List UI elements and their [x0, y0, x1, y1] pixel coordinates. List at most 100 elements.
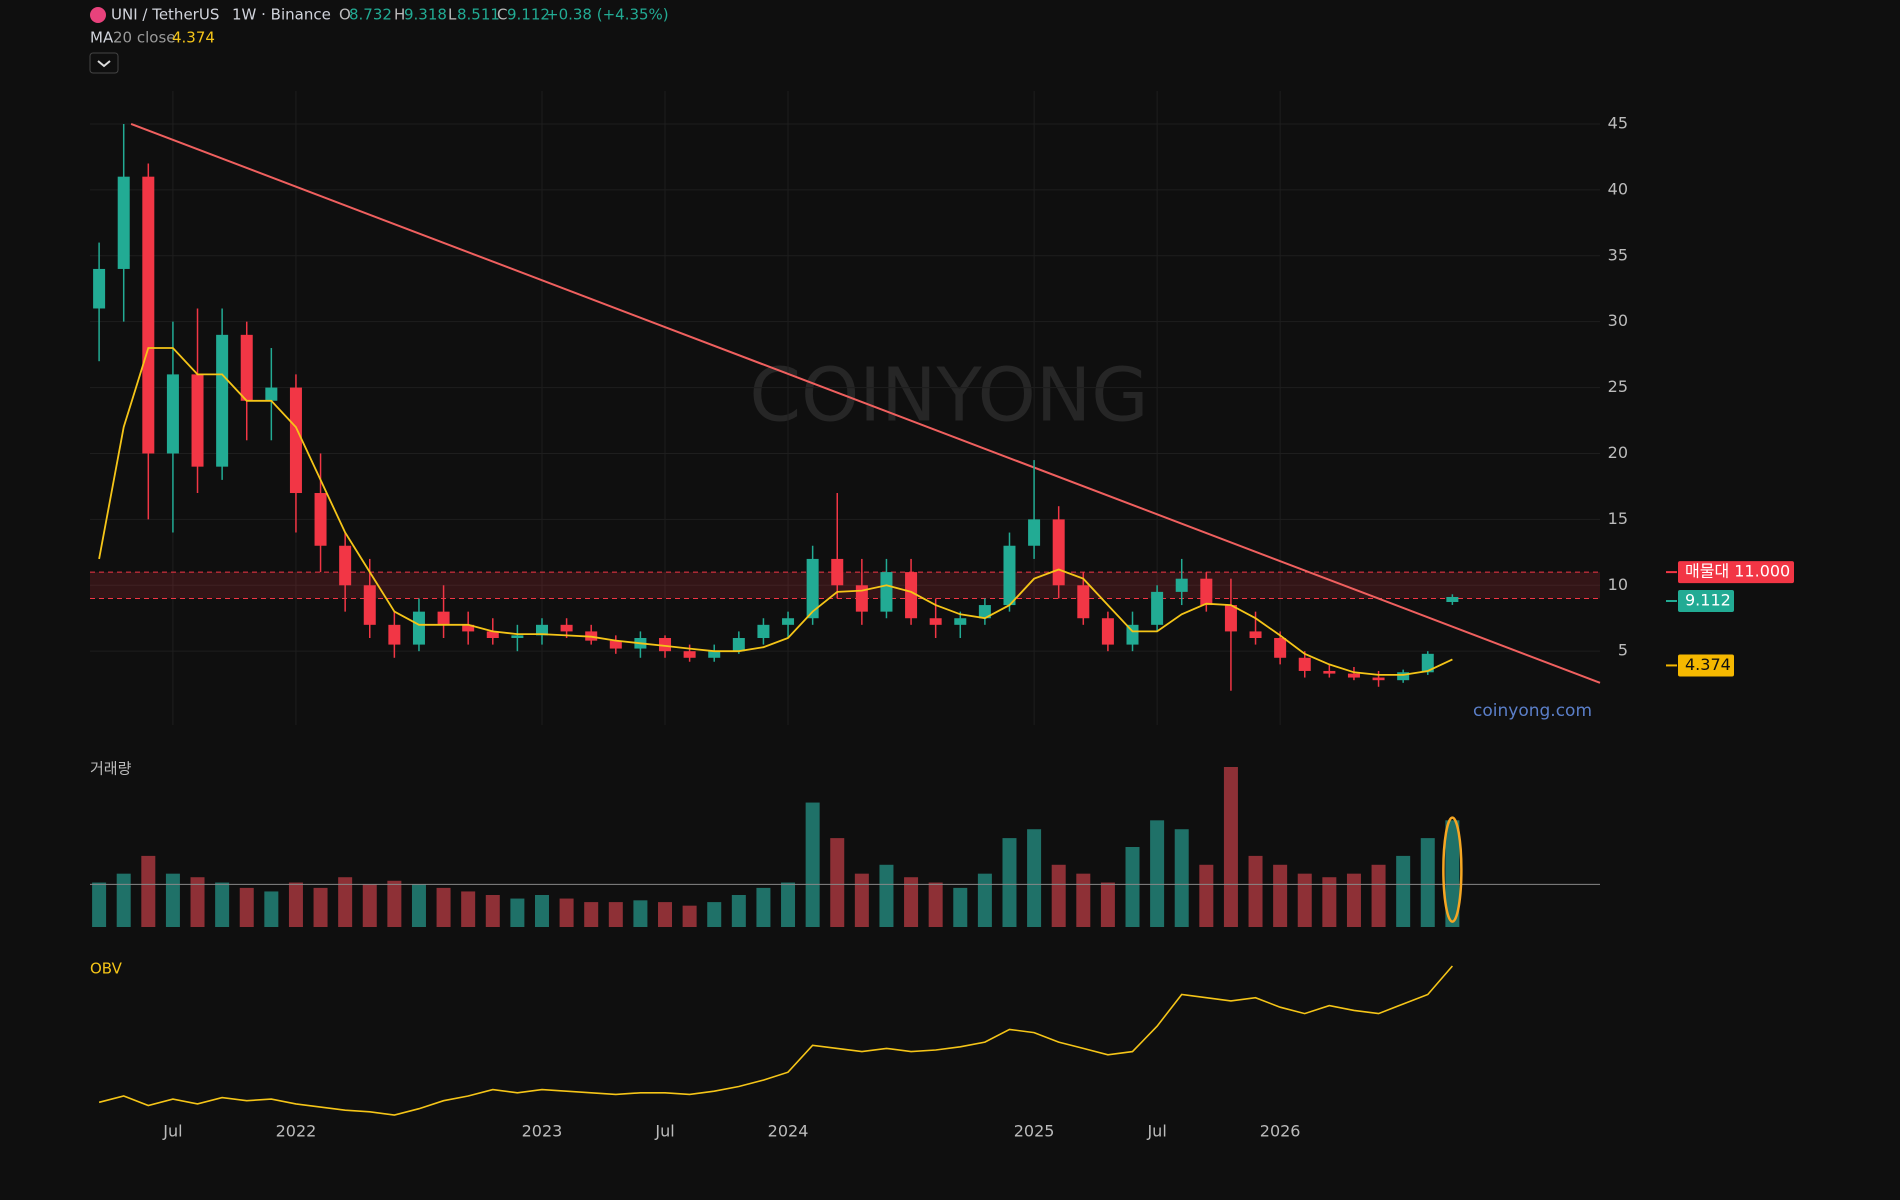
candle-body	[314, 493, 327, 546]
candle-body	[166, 374, 179, 454]
candle-body	[1372, 677, 1385, 681]
volume-bar	[1420, 838, 1435, 927]
watermark: COINYONG	[749, 353, 1148, 439]
volume-bar	[633, 900, 648, 927]
volume-bar	[288, 882, 303, 927]
candle-body	[1298, 657, 1311, 671]
volume-bar	[215, 882, 230, 927]
symbol[interactable]: UNI / TetherUS	[111, 6, 219, 24]
interval[interactable]: 1W · Binance	[232, 6, 331, 24]
y-tick-label: 5	[1618, 641, 1628, 660]
volume-bar	[1002, 838, 1017, 927]
candle-body	[142, 176, 155, 454]
x-tick-label: 2022	[276, 1122, 317, 1141]
volume-bar	[731, 895, 746, 927]
candle-body	[1421, 653, 1434, 673]
volume-bar	[1150, 820, 1165, 927]
ohlc-label: C	[497, 6, 507, 24]
candle-body	[683, 651, 696, 658]
candle-body	[1151, 591, 1164, 625]
candle-body	[1175, 578, 1188, 592]
ma-params: 20 close	[113, 29, 176, 47]
candle-body	[93, 268, 106, 309]
volume-bar	[707, 902, 722, 927]
volume-bar	[1027, 829, 1042, 927]
volume-bar	[608, 902, 623, 927]
candle-body	[560, 624, 573, 632]
price-label: 매물대 11.000	[1685, 562, 1790, 581]
change: +0.38 (+4.35%)	[546, 6, 669, 24]
volume-bar	[165, 873, 180, 927]
candle-body	[978, 605, 991, 619]
candle-body	[757, 624, 770, 639]
volume-label: 거래량	[90, 760, 132, 778]
volume-bar	[830, 838, 845, 927]
candle-body	[1249, 631, 1262, 639]
volume-bar	[682, 905, 697, 927]
highlight-ellipse	[1442, 816, 1463, 923]
candle-body	[462, 624, 475, 632]
volume-bar	[313, 887, 328, 927]
candle-body	[1101, 618, 1114, 645]
volume-bar	[1248, 855, 1263, 927]
volume-bar	[485, 895, 500, 927]
candle-body	[732, 638, 745, 652]
site-link[interactable]: coinyong.com	[1473, 701, 1592, 721]
volume-bar	[1396, 855, 1411, 927]
price-label-box	[1678, 654, 1734, 677]
volume-bar	[1174, 829, 1189, 927]
x-tick-label: 2023	[522, 1122, 563, 1141]
collapse-button[interactable]	[89, 52, 119, 74]
ohlc-value: 8.732	[349, 6, 392, 24]
candle-body	[609, 640, 622, 649]
volume-bar	[904, 877, 919, 927]
volume-bar	[1100, 882, 1115, 927]
price-label-box	[1678, 589, 1734, 612]
volume-bar	[510, 898, 525, 927]
y-tick-label: 25	[1608, 377, 1628, 396]
candle-body	[1347, 673, 1360, 678]
volume-bar	[534, 895, 549, 927]
volume-bar	[436, 887, 451, 927]
ohlc-label: L	[448, 6, 457, 24]
volume-bar	[756, 887, 771, 927]
ma-name[interactable]: MA	[90, 29, 114, 47]
volume-bar	[264, 891, 279, 927]
volume-bar	[559, 898, 574, 927]
volume-bar	[879, 864, 894, 927]
volume-bar	[928, 882, 943, 927]
candle-body	[388, 624, 401, 645]
x-tick-label: 2024	[768, 1122, 809, 1141]
y-tick-label: 30	[1608, 311, 1628, 330]
symbol-icon	[90, 7, 106, 23]
obv-line	[98, 965, 1454, 1116]
candle-body	[782, 618, 795, 625]
ma-value: 4.374	[172, 29, 215, 47]
volume-bar	[141, 855, 156, 927]
volume-bar	[854, 873, 869, 927]
candle-body	[486, 631, 499, 639]
volume-bar	[1076, 873, 1091, 927]
volume-bar	[781, 882, 796, 927]
volume-bar	[584, 902, 599, 927]
candle-body	[1077, 585, 1090, 619]
candle-body	[905, 572, 918, 619]
x-tick-label: Jul	[1146, 1122, 1166, 1141]
plot-layer	[90, 91, 1601, 725]
volume-bar	[461, 891, 476, 927]
volume-bar	[1322, 877, 1337, 927]
volume-bar	[1371, 864, 1386, 927]
candle-body	[831, 558, 844, 586]
ohlc-value: 8.511	[457, 6, 500, 24]
price-label: 9.112	[1685, 590, 1731, 609]
candle-body	[1200, 578, 1213, 606]
candle-body	[1003, 545, 1016, 606]
volume-bar	[338, 877, 353, 927]
candle-body	[659, 638, 672, 652]
volume-bar	[239, 887, 254, 927]
candle-body	[339, 545, 352, 586]
x-tick-label: 2025	[1014, 1122, 1055, 1141]
ma-line	[98, 347, 1453, 676]
candle-body	[1126, 624, 1139, 645]
